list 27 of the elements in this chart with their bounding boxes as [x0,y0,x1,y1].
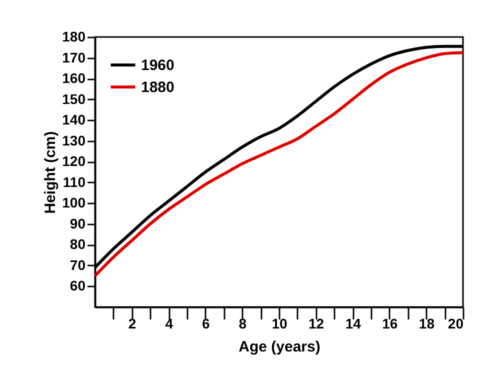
y-tick-label: 60 [70,278,86,294]
y-tick-label: 100 [62,194,86,211]
y-tick-label: 160 [62,70,86,86]
x-tick-label: 12 [308,316,324,332]
y-tick-label: 130 [62,132,86,148]
y-tick-label: 120 [62,153,86,170]
y-tick-label: 140 [62,112,86,128]
y-tick-label: 70 [70,256,86,273]
y-tick-label: 80 [70,236,86,252]
x-tick-label: 4 [165,316,174,332]
y-tick-label: 170 [62,49,86,66]
y-tick-label: 180 [62,28,86,44]
x-tick-label: 14 [345,316,362,332]
y-tick-label: 150 [62,90,86,107]
x-axis-title: Age (years) [238,338,320,356]
x-tick-label: 10 [272,316,288,332]
x-tick-label: 2 [128,316,136,332]
x-tick-label: 6 [202,316,210,332]
x-tick-label: 18 [418,316,435,332]
y-tick-label: 90 [70,215,86,232]
x-tick-label: 20 [448,316,464,332]
x-tick-label: 16 [382,316,398,332]
legend-label: 1880 [141,79,174,96]
y-axis-title: Height (cm) [42,131,60,214]
y-tick-label: 110 [62,174,86,190]
x-tick-label: 8 [238,316,247,332]
legend-label: 1960 [141,57,174,74]
